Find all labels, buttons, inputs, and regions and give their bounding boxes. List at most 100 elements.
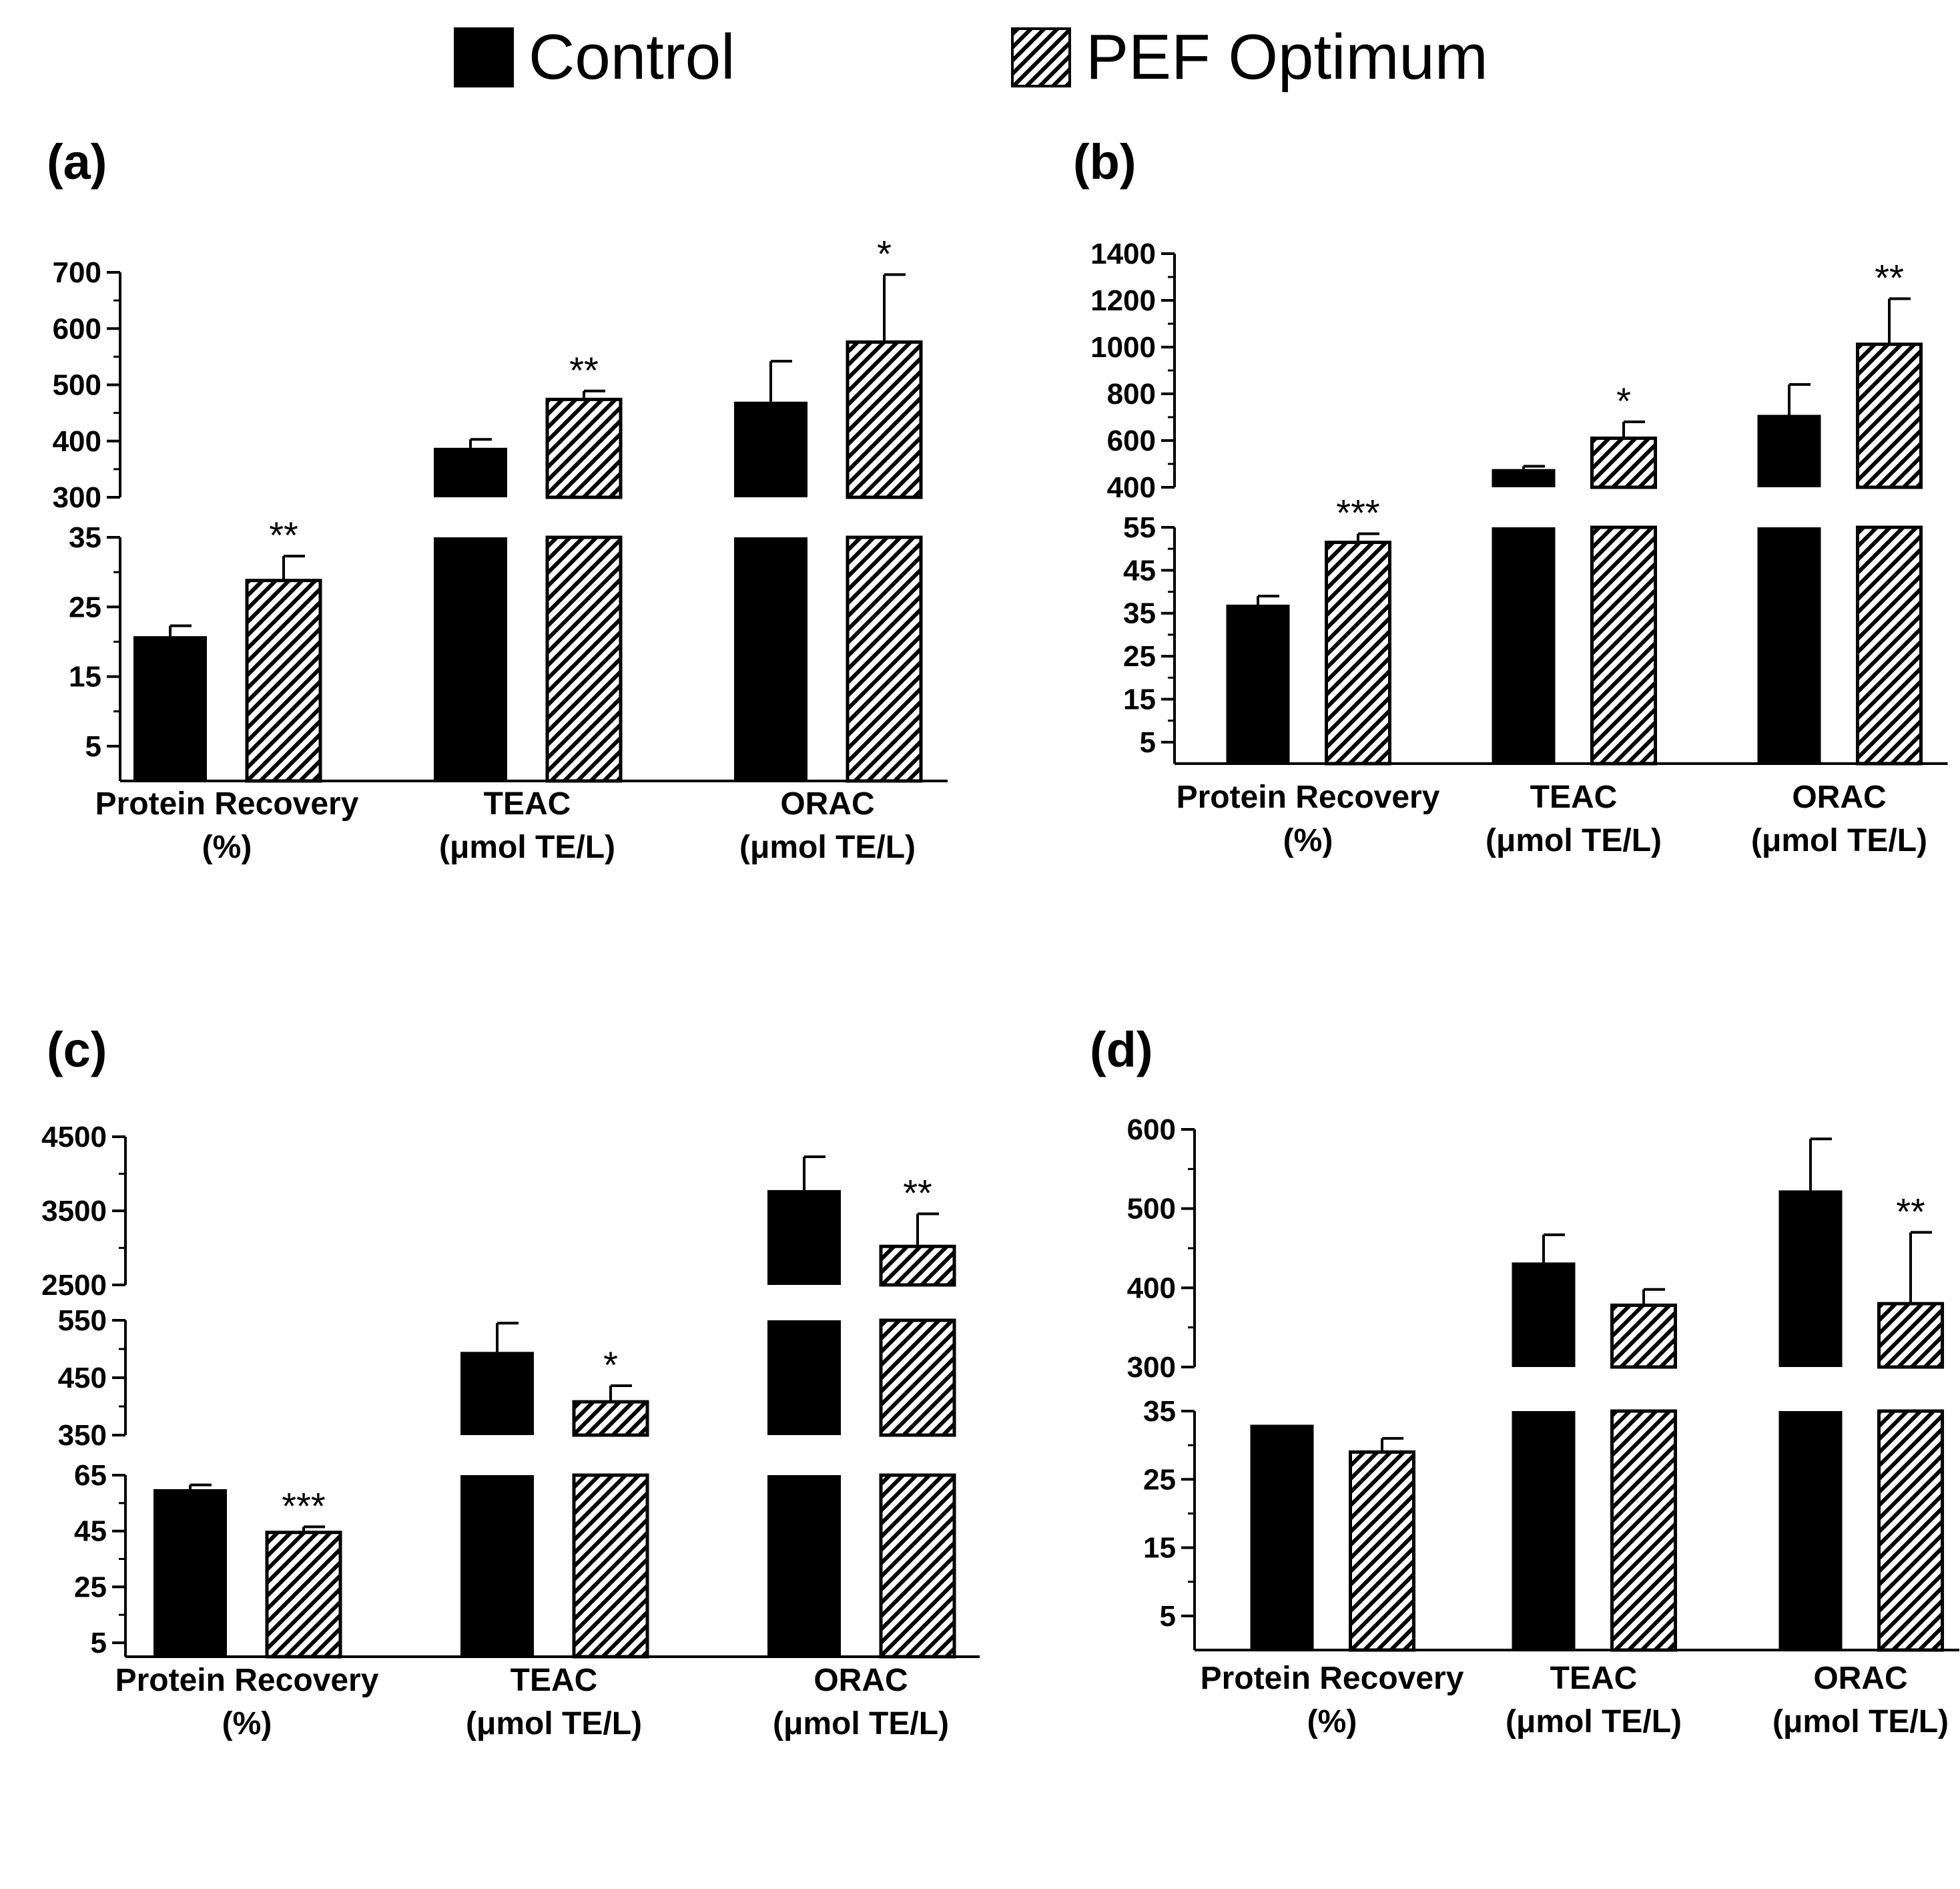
x-category-label: (%) (1283, 823, 1333, 858)
bar-pef-2 (846, 535, 923, 783)
x-category-label: ORAC (1813, 1661, 1907, 1696)
y-tick-label: 15 (1143, 1532, 1176, 1565)
bar-control-1 (1492, 527, 1556, 764)
y-tick-label: 5 (1140, 726, 1156, 759)
bar-pef-0 (245, 579, 322, 783)
legend-item-pef: PEF Optimum (1011, 25, 1488, 89)
bar-control-2 (767, 1320, 841, 1435)
y-tick-label: 35 (1143, 1395, 1176, 1428)
y-tick-label: 400 (1127, 1272, 1176, 1304)
y-tick-label: 550 (58, 1304, 107, 1337)
x-category-label: TEAC (1550, 1661, 1638, 1696)
x-category-label: (%) (202, 830, 252, 865)
bar-pef-1 (1610, 1409, 1677, 1652)
x-category-label: ORAC (1792, 780, 1886, 815)
y-tick-label: 300 (53, 481, 101, 514)
significance-label: * (877, 232, 892, 274)
y-tick-label: 55 (1123, 511, 1156, 544)
bar-pef-1 (545, 397, 623, 499)
x-category-label: (μmol TE/L) (1486, 823, 1662, 858)
y-tick-label: 600 (1107, 425, 1156, 457)
bar-control-0 (153, 1489, 227, 1657)
bar-pef-2 (1877, 1409, 1944, 1652)
y-tick-label: 25 (69, 591, 101, 623)
panel-label-b: (b) (1073, 134, 1136, 190)
significance-label: * (1616, 380, 1631, 422)
y-tick-label: 400 (1107, 471, 1156, 504)
y-tick-label: 2500 (41, 1269, 107, 1302)
y-tick-label: 400 (53, 425, 101, 458)
bar-pef-2 (879, 1473, 956, 1659)
bar-control-2 (1778, 1190, 1843, 1367)
significance-label: *** (282, 1485, 325, 1527)
bar-control-1 (434, 447, 507, 497)
bar-pef-2 (879, 1244, 956, 1287)
bar-control-2 (1757, 527, 1821, 764)
bar-control-1 (460, 1475, 534, 1657)
bar-pef-2 (846, 340, 923, 499)
panel-label-c: (c) (47, 1022, 107, 1077)
bar-pef-1 (572, 1400, 649, 1437)
y-tick-label: 25 (74, 1571, 107, 1603)
y-tick-label: 15 (69, 661, 101, 694)
legend-item-control: Control (454, 25, 735, 89)
significance-label: ** (1875, 257, 1904, 299)
x-category-label: (%) (1307, 1704, 1357, 1739)
significance-label: * (603, 1344, 618, 1386)
y-tick-label: 65 (74, 1459, 107, 1492)
bar-control-1 (1492, 469, 1556, 487)
x-category-label: TEAC (484, 786, 571, 822)
y-tick-label: 5 (91, 1627, 107, 1659)
bar-control-2 (734, 537, 807, 781)
bar-control-1 (460, 1352, 534, 1435)
bar-pef-0 (1349, 1450, 1415, 1652)
bar-control-1 (1512, 1262, 1576, 1367)
bar-control-0 (133, 636, 207, 781)
x-category-label: ORAC (780, 786, 874, 822)
bar-control-2 (1757, 415, 1821, 487)
bar-pef-1 (545, 535, 623, 783)
significance-label: ** (269, 514, 298, 556)
x-category-label: Protein Recovery (115, 1663, 379, 1698)
y-tick-label: 35 (1123, 597, 1156, 630)
y-tick-label: 1000 (1090, 331, 1156, 364)
x-category-label: (μmol TE/L) (466, 1706, 642, 1741)
significance-label: ** (569, 349, 599, 391)
x-category-label: (μmol TE/L) (1772, 1704, 1949, 1739)
legend-swatch-pef (1011, 27, 1071, 87)
x-category-label: TEAC (511, 1663, 598, 1698)
y-tick-label: 450 (58, 1362, 107, 1394)
y-tick-label: 5 (85, 730, 101, 763)
x-category-label: Protein Recovery (95, 786, 359, 822)
y-tick-label: 3500 (41, 1195, 107, 1228)
y-tick-label: 600 (1127, 1113, 1176, 1146)
y-tick-label: 600 (53, 312, 101, 345)
bar-control-1 (434, 537, 507, 781)
y-tick-label: 700 (53, 256, 101, 289)
bar-pef-1 (1590, 525, 1657, 766)
significance-label: ** (1896, 1190, 1925, 1232)
y-tick-label: 500 (53, 369, 101, 402)
bar-control-2 (734, 401, 807, 497)
y-tick-label: 4500 (41, 1121, 107, 1153)
legend-label-control: Control (529, 21, 735, 93)
x-category-label: Protein Recovery (1177, 780, 1440, 815)
y-tick-label: 500 (1127, 1193, 1176, 1226)
x-category-label: (μmol TE/L) (773, 1706, 949, 1741)
significance-label: ** (903, 1171, 932, 1213)
bar-pef-2 (1877, 1302, 1944, 1369)
x-category-label: (μmol TE/L) (739, 830, 916, 865)
x-category-label: Protein Recovery (1201, 1661, 1464, 1696)
bar-pef-1 (1590, 437, 1657, 489)
x-category-label: ORAC (813, 1663, 908, 1698)
x-category-label: (μmol TE/L) (1506, 1704, 1682, 1739)
bar-control-2 (1778, 1411, 1843, 1650)
y-tick-label: 45 (1123, 554, 1156, 587)
legend-swatch-control (454, 27, 514, 87)
bar-pef-2 (1856, 342, 1923, 489)
y-tick-label: 5 (1160, 1600, 1176, 1633)
bar-control-2 (767, 1189, 841, 1285)
y-tick-label: 25 (1123, 640, 1156, 673)
y-tick-label: 300 (1127, 1351, 1176, 1384)
